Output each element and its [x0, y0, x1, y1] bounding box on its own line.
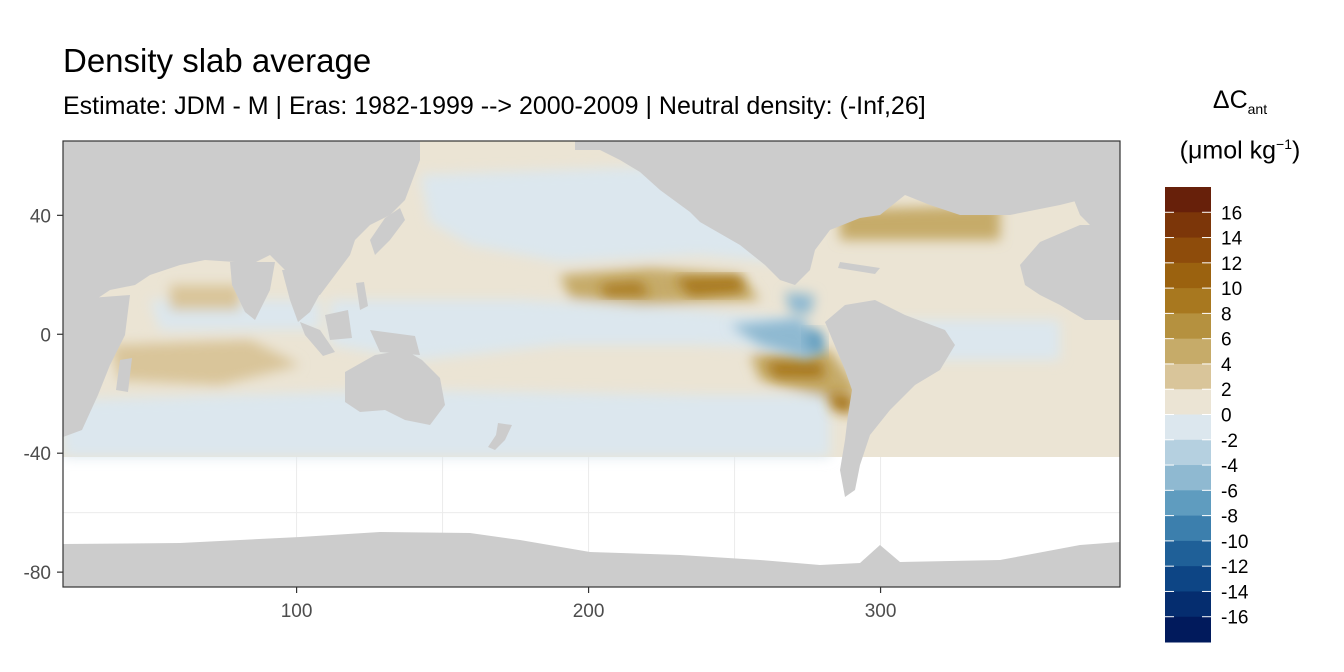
asia-land [63, 141, 420, 300]
sumatra-land [300, 322, 335, 356]
legend-label: 2 [1221, 380, 1232, 401]
legend-color-swatch [1165, 288, 1211, 314]
new-zealand-land [488, 423, 512, 450]
legend-color-swatch [1165, 237, 1211, 264]
legend-label: -10 [1221, 532, 1248, 553]
west-africa-land [1020, 225, 1120, 320]
equatorial-negative-region [330, 300, 810, 360]
legend-color-swatch [1165, 389, 1211, 415]
legend-color-swatch [1165, 540, 1211, 567]
chart-subtitle: Estimate: JDM - M | Eras: 1982-1999 --> … [63, 92, 926, 120]
europe-land [1055, 141, 1120, 225]
eastern-tropical-negative-core [805, 330, 825, 355]
panel-border [62, 140, 1121, 588]
india-land [230, 262, 275, 320]
y-tick-label: 0 [40, 325, 51, 346]
x-tick-label: 200 [573, 601, 605, 622]
legend-color-swatch [1165, 515, 1211, 542]
cuba-land [838, 262, 880, 274]
legend-color-swatch [1165, 439, 1211, 466]
legend-label: -8 [1221, 507, 1238, 528]
legend-unit-suffix: ) [1292, 136, 1301, 165]
y-tick-label: -40 [24, 444, 51, 465]
legend-label: 4 [1221, 355, 1232, 376]
legend-color-swatch [1165, 465, 1211, 491]
madagascar-land [116, 358, 132, 392]
legend-color-swatch [1165, 212, 1211, 239]
legend-label: -14 [1221, 582, 1249, 603]
legend-label: -4 [1221, 456, 1238, 477]
legend-color-swatch [1165, 262, 1211, 289]
legend-label: 6 [1221, 330, 1232, 351]
africa-land [63, 295, 130, 437]
east-pacific-core [600, 276, 745, 296]
legend-unit-prefix: (μmol kg [1179, 136, 1277, 165]
eastern-tropical-negative [730, 292, 820, 360]
arabian-positive-region [170, 285, 240, 310]
legend: 16 14 12 10 8 6 4 2 0 -2 -4 -6 -8 -10 -12 -14 -16 [1165, 187, 1249, 643]
legend-color-swatch [1165, 591, 1211, 618]
peru-core [765, 360, 855, 415]
legend-label: -2 [1221, 431, 1238, 452]
new-guinea-land [370, 330, 420, 355]
legend-color-swatch [1165, 313, 1211, 340]
legend-label: 10 [1221, 279, 1242, 300]
legend-label: 0 [1221, 406, 1232, 427]
indochina-land [282, 268, 322, 322]
legend-unit: (μmol kg−1) [1160, 136, 1320, 165]
legend-label: 16 [1221, 203, 1242, 224]
legend-label: -12 [1221, 557, 1248, 578]
land-masses [63, 141, 1120, 587]
legend-label: 8 [1221, 304, 1232, 325]
japan-land [370, 208, 405, 255]
legend-label: -6 [1221, 481, 1238, 502]
philippines-land [356, 282, 368, 310]
australia-land [345, 350, 445, 425]
y-tick-label: -80 [24, 563, 51, 584]
legend-color-swatch [1165, 616, 1211, 643]
y-axis: 40 0 -40 -80 [24, 206, 63, 584]
legend-label: 12 [1221, 254, 1242, 275]
legend-color-swatch [1165, 490, 1211, 517]
legend-color-swatch [1165, 363, 1211, 390]
south-indian-positive-region [110, 340, 300, 385]
legend-color-swatch [1165, 566, 1211, 592]
legend-title-symbol: ΔC [1212, 86, 1248, 114]
legend-title: ΔCant [1190, 86, 1290, 117]
legend-title-subscript: ant [1247, 101, 1268, 117]
legend-color-swatch [1165, 414, 1211, 441]
greenland-land [880, 141, 1000, 195]
legend-label: 14 [1221, 229, 1243, 250]
legend-color-swatch [1165, 338, 1211, 365]
legend-color-swatch [1165, 187, 1211, 213]
borneo-land [325, 310, 352, 340]
legend-label: -16 [1221, 608, 1248, 629]
south-america-land [825, 300, 955, 497]
southern-band-negative-region [63, 390, 830, 457]
antarctica-land [63, 532, 1120, 587]
x-tick-label: 300 [865, 601, 897, 622]
chart-title: Density slab average [63, 42, 372, 79]
x-tick-label: 100 [281, 601, 313, 622]
x-axis: 100 200 300 [281, 587, 897, 622]
y-tick-label: 40 [30, 206, 51, 227]
legend-unit-superscript: −1 [1276, 136, 1292, 152]
